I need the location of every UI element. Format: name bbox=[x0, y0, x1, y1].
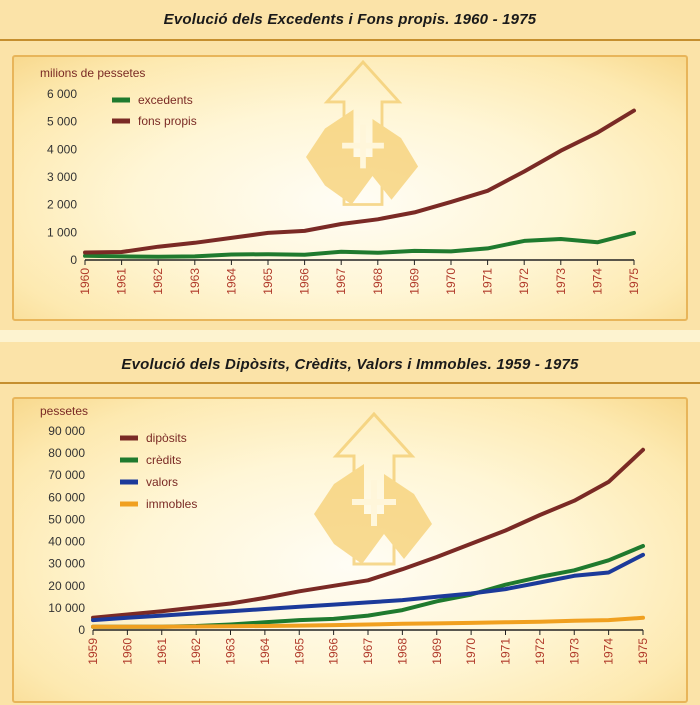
series-line-dipòsits bbox=[91, 447, 645, 620]
watermark-arrow-logo bbox=[314, 411, 432, 566]
x-tick-label: 1973 bbox=[554, 268, 568, 295]
x-tick-label: 1960 bbox=[78, 268, 92, 295]
y-tick-label: 40 000 bbox=[48, 535, 85, 549]
x-tick-label: 1969 bbox=[430, 638, 444, 665]
y-tick-label: 30 000 bbox=[48, 557, 85, 571]
y-tick-label: 80 000 bbox=[48, 446, 85, 460]
y-tick-label: 20 000 bbox=[48, 579, 85, 593]
y-tick-label: 2 000 bbox=[47, 198, 77, 212]
series-line-fons-propis bbox=[83, 108, 636, 255]
x-tick-label: 1959 bbox=[86, 638, 100, 665]
y-tick-label: 6 000 bbox=[47, 87, 77, 101]
x-tick-label: 1975 bbox=[627, 268, 641, 295]
y-tick-label: 70 000 bbox=[48, 468, 85, 482]
series-line-immobles bbox=[91, 615, 645, 629]
x-tick-label: 1963 bbox=[188, 268, 202, 295]
y-tick-label: 5 000 bbox=[47, 115, 77, 129]
y-tick-label: 50 000 bbox=[48, 512, 85, 526]
x-tick-label: 1962 bbox=[151, 268, 165, 295]
x-tick-label: 1974 bbox=[602, 638, 616, 665]
legend-label: dipòsits bbox=[146, 431, 187, 445]
y-tick-label: 10 000 bbox=[48, 601, 85, 615]
chart-2-title: Evolució dels Dipòsits, Crèdits, Valors … bbox=[121, 356, 579, 373]
x-tick-label: 1964 bbox=[258, 638, 272, 665]
y-tick-label: 0 bbox=[78, 623, 85, 637]
chart-1-title: Evolució dels Excedents i Fons propis. 1… bbox=[163, 11, 537, 28]
x-tick-label: 1968 bbox=[395, 638, 409, 665]
y-tick-label: 3 000 bbox=[47, 170, 77, 184]
chart-panel-1: Evolució dels Excedents i Fons propis. 1… bbox=[0, 0, 700, 330]
legend-label: excedents bbox=[138, 93, 193, 107]
watermark-arrow-logo bbox=[306, 59, 419, 206]
x-tick-label: 1970 bbox=[444, 268, 458, 295]
x-tick-label: 1966 bbox=[298, 268, 312, 295]
x-tick-label: 1964 bbox=[224, 268, 238, 295]
x-tick-label: 1972 bbox=[517, 268, 531, 295]
y-tick-label: 90 000 bbox=[48, 424, 85, 438]
legend-label: crèdits bbox=[146, 453, 181, 467]
x-tick-label: 1966 bbox=[327, 638, 341, 665]
x-tick-label: 1971 bbox=[481, 268, 495, 295]
y-axis-label: milions de pessetes bbox=[40, 66, 145, 80]
x-tick-label: 1963 bbox=[224, 638, 238, 665]
x-tick-label: 1968 bbox=[371, 268, 385, 295]
x-tick-label: 1971 bbox=[499, 638, 513, 665]
x-tick-label: 1974 bbox=[590, 268, 604, 295]
legend-label: valors bbox=[146, 475, 178, 489]
x-tick-label: 1975 bbox=[636, 638, 650, 665]
chart-1-svg: milions de pessetes 0 1 000 2 000 3 000 4 000… bbox=[40, 59, 641, 295]
x-tick-label: 1972 bbox=[533, 638, 547, 665]
y-axis-label: pessetes bbox=[40, 404, 88, 418]
x-tick-label: 1973 bbox=[567, 638, 581, 665]
legend-label: immobles bbox=[146, 497, 197, 511]
y-tick-label: 4 000 bbox=[47, 142, 77, 156]
x-tick-label: 1962 bbox=[189, 638, 203, 665]
x-tick-label: 1965 bbox=[261, 268, 275, 295]
x-tick-label: 1969 bbox=[407, 268, 421, 295]
series-line-valors bbox=[91, 552, 645, 623]
y-tick-label: 1 000 bbox=[47, 225, 77, 239]
x-tick-label: 1960 bbox=[120, 638, 134, 665]
x-tick-label: 1961 bbox=[115, 268, 129, 295]
legend-label: fons propis bbox=[138, 114, 197, 128]
chart-panel-2: Evolució dels Dipòsits, Crèdits, Valors … bbox=[0, 342, 700, 705]
title-divider bbox=[0, 39, 700, 41]
series-line-excedents bbox=[83, 230, 636, 259]
y-tick-label: 0 bbox=[70, 253, 77, 267]
x-tick-label: 1967 bbox=[334, 268, 348, 295]
x-tick-label: 1961 bbox=[155, 638, 169, 665]
title-divider bbox=[0, 382, 700, 384]
chart-2-svg: pessetes 0 10 000 20 000 30 000 40 000 50 000 6… bbox=[40, 404, 650, 665]
y-tick-label: 60 000 bbox=[48, 490, 85, 504]
x-tick-label: 1967 bbox=[361, 638, 375, 665]
x-tick-label: 1970 bbox=[464, 638, 478, 665]
x-tick-label: 1965 bbox=[292, 638, 306, 665]
